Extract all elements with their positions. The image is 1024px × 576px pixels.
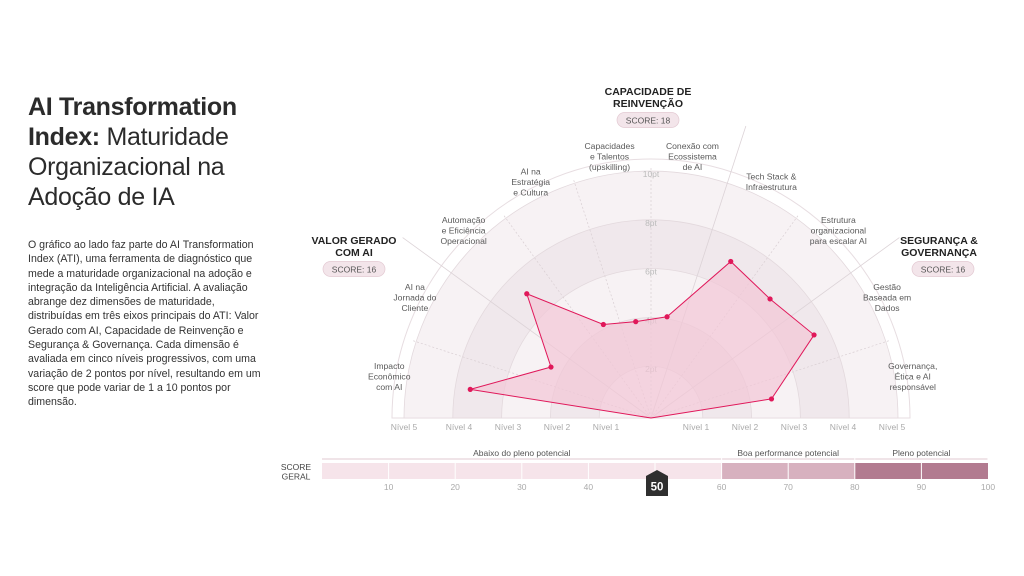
pillar-score-pill bbox=[322, 261, 386, 277]
pillar-title-3: SEGURANÇA & GOVERNANÇA bbox=[900, 235, 978, 259]
axis-label-5: Capacidades e Talentos (upskilling) bbox=[584, 141, 634, 172]
axis-label-3: Automação e Eficiência Operacional bbox=[440, 215, 486, 246]
level-label: Nível 1 bbox=[593, 422, 620, 432]
score-tick: 30 bbox=[517, 482, 527, 492]
data-point-10 bbox=[768, 396, 775, 402]
data-area bbox=[470, 260, 815, 419]
score-band-label-1: Abaixo do pleno potencial bbox=[473, 448, 570, 458]
pillar-title-1: VALOR GERADO COM AI bbox=[312, 235, 397, 259]
score-marker bbox=[646, 470, 668, 496]
level-label: Nível 1 bbox=[683, 422, 710, 432]
radial-tick-label: 8pt bbox=[645, 218, 657, 228]
title-rest: Maturidade Organizacional na Adoção de I… bbox=[28, 123, 229, 211]
pillar-score-pill bbox=[616, 112, 680, 128]
score-marker-value: 50 bbox=[651, 482, 664, 494]
score-tick: 40 bbox=[584, 482, 594, 492]
score-tick: 70 bbox=[783, 482, 793, 492]
axis-label-9: Gestão Baseada em Dados bbox=[863, 282, 911, 313]
level-label: Nível 5 bbox=[391, 422, 418, 432]
radial-tick-label: 10pt bbox=[643, 169, 660, 179]
pillar-score-pill bbox=[911, 261, 975, 277]
axis-label-4: AI na Estratégia e Cultura bbox=[511, 166, 550, 197]
score-band-label-2: Boa performance potencial bbox=[737, 448, 839, 458]
page-title: AI Transformation Index: Maturidade Orga… bbox=[28, 92, 268, 212]
axis-label-8: Estrutura organizacional para escalar AI bbox=[810, 215, 867, 246]
data-point-6 bbox=[664, 314, 670, 320]
data-point-4 bbox=[600, 321, 606, 328]
data-point-1 bbox=[467, 386, 473, 392]
data-point-3 bbox=[524, 291, 530, 297]
score-geral-label: SCORE GERAL bbox=[281, 462, 312, 482]
score-tick: 20 bbox=[450, 482, 460, 492]
level-label: Nível 4 bbox=[446, 422, 473, 432]
score-tick: 60 bbox=[717, 482, 727, 492]
level-label: Nível 5 bbox=[879, 422, 906, 432]
radial-tick-label: 6pt bbox=[645, 267, 657, 277]
data-point-2 bbox=[548, 364, 554, 370]
data-point-5 bbox=[633, 319, 639, 325]
level-label: Nível 4 bbox=[830, 422, 857, 432]
description: O gráfico ao lado faz parte do AI Transf… bbox=[28, 239, 261, 409]
level-label: Nível 2 bbox=[732, 422, 759, 432]
score-band-label-3: Pleno potencial bbox=[892, 448, 950, 458]
axis-label-1: Impacto Econômico com AI bbox=[368, 361, 411, 392]
data-point-7 bbox=[728, 258, 734, 265]
level-label: Nível 3 bbox=[495, 422, 522, 432]
axis-label-7: Tech Stack & Infraestrutura bbox=[746, 172, 797, 193]
axis-label-6: Conexão com Ecossistema de AI bbox=[666, 141, 719, 172]
pillar-score-1: SCORE: 16 bbox=[332, 265, 377, 275]
data-point-9 bbox=[811, 332, 817, 338]
pillar-score-2: SCORE: 18 bbox=[626, 116, 671, 126]
title-bold: AI Transformation Index: bbox=[28, 93, 237, 151]
score-tick: 80 bbox=[850, 482, 860, 492]
score-tick: 10 bbox=[384, 482, 394, 492]
score-tick: 90 bbox=[917, 482, 927, 492]
pillar-title-2: CAPACIDADE DE REINVENÇÃO bbox=[605, 86, 692, 110]
pillar-score-3: SCORE: 16 bbox=[921, 265, 966, 275]
level-label: Nível 3 bbox=[781, 422, 808, 432]
axis-label-10: Governança, Ética e AI responsável bbox=[888, 361, 937, 392]
level-label: Nível 2 bbox=[544, 422, 571, 432]
score-tick: 100 bbox=[981, 482, 995, 492]
axis-label-2: AI na Jornada do Cliente bbox=[393, 282, 436, 313]
data-point-8 bbox=[767, 296, 773, 302]
